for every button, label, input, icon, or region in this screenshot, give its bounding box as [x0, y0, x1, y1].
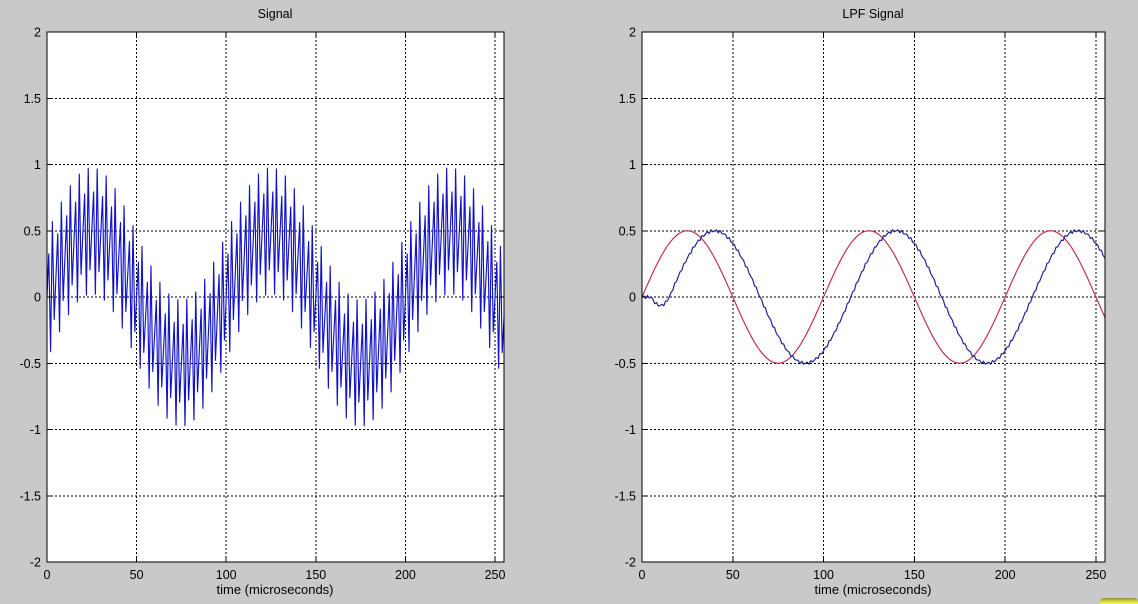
x-tick-label: 0 [44, 568, 51, 582]
x-tick-label: 200 [395, 568, 416, 582]
y-tick-label: -1 [30, 423, 41, 437]
y-tick-label: 1.5 [619, 92, 636, 106]
y-tick-label: -1 [625, 423, 636, 437]
y-tick-label: 2 [34, 26, 41, 40]
y-tick-label: -0.5 [614, 357, 636, 371]
y-tick-label: -2 [30, 556, 41, 570]
x-tick-label: 50 [130, 568, 144, 582]
series-line-reference-10khz-sine [641, 230, 1106, 364]
y-tick-label: 2 [629, 26, 636, 40]
x-tick-label: 250 [485, 568, 506, 582]
signal-plot: 0 50 100 150 200 250 -2 -1.5 -1 -0.5 0 0.5 1 1.5 2 [19, 26, 506, 583]
right-plot-xlabel: time (microseconds) [814, 582, 932, 597]
y-tick-label: 0.5 [24, 224, 41, 238]
x-tick-label: 150 [904, 568, 925, 582]
y-tick-label: -2 [625, 556, 636, 570]
left-plot-title: Signal [257, 7, 293, 21]
y-tick-label: 1 [34, 158, 41, 172]
y-tick-label: -1.5 [19, 489, 41, 503]
left-plot-xlabel: time (microseconds) [216, 582, 334, 597]
lpf-signal-plot: 0 50 100 150 200 250 -2 -1.5 -1 -0.5 0 0.5 1 1.5 2 [614, 26, 1106, 583]
y-tick-label: 0 [34, 291, 41, 305]
series-line-lpf-output [641, 229, 1106, 365]
x-tick-label: 250 [1085, 568, 1106, 582]
x-tick-label: 0 [639, 568, 646, 582]
series-line-composite-signal [46, 167, 505, 427]
x-tick-label: 150 [305, 568, 326, 582]
y-tick-label: 1.5 [24, 92, 41, 106]
y-tick-label: 1 [629, 158, 636, 172]
x-tick-label: 50 [726, 568, 740, 582]
x-tick-label: 100 [216, 568, 237, 582]
corner-sliver-artifact [1100, 598, 1138, 604]
x-tick-label: 100 [813, 568, 834, 582]
y-tick-label: -1.5 [614, 489, 636, 503]
y-tick-label: 0 [629, 291, 636, 305]
x-tick-label: 200 [995, 568, 1016, 582]
y-tick-label: -0.5 [19, 357, 41, 371]
y-tick-label: 0.5 [619, 224, 636, 238]
right-plot-title: LPF Signal [842, 7, 904, 21]
